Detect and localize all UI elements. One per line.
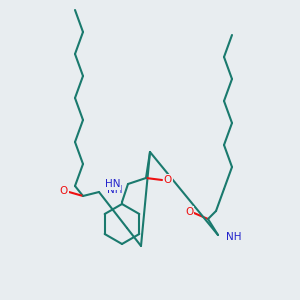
- Text: NH: NH: [107, 185, 122, 195]
- Text: HN: HN: [104, 179, 120, 189]
- Text: O: O: [60, 186, 68, 196]
- Text: NH: NH: [226, 232, 242, 242]
- Text: O: O: [185, 207, 193, 217]
- Text: O: O: [164, 175, 172, 185]
